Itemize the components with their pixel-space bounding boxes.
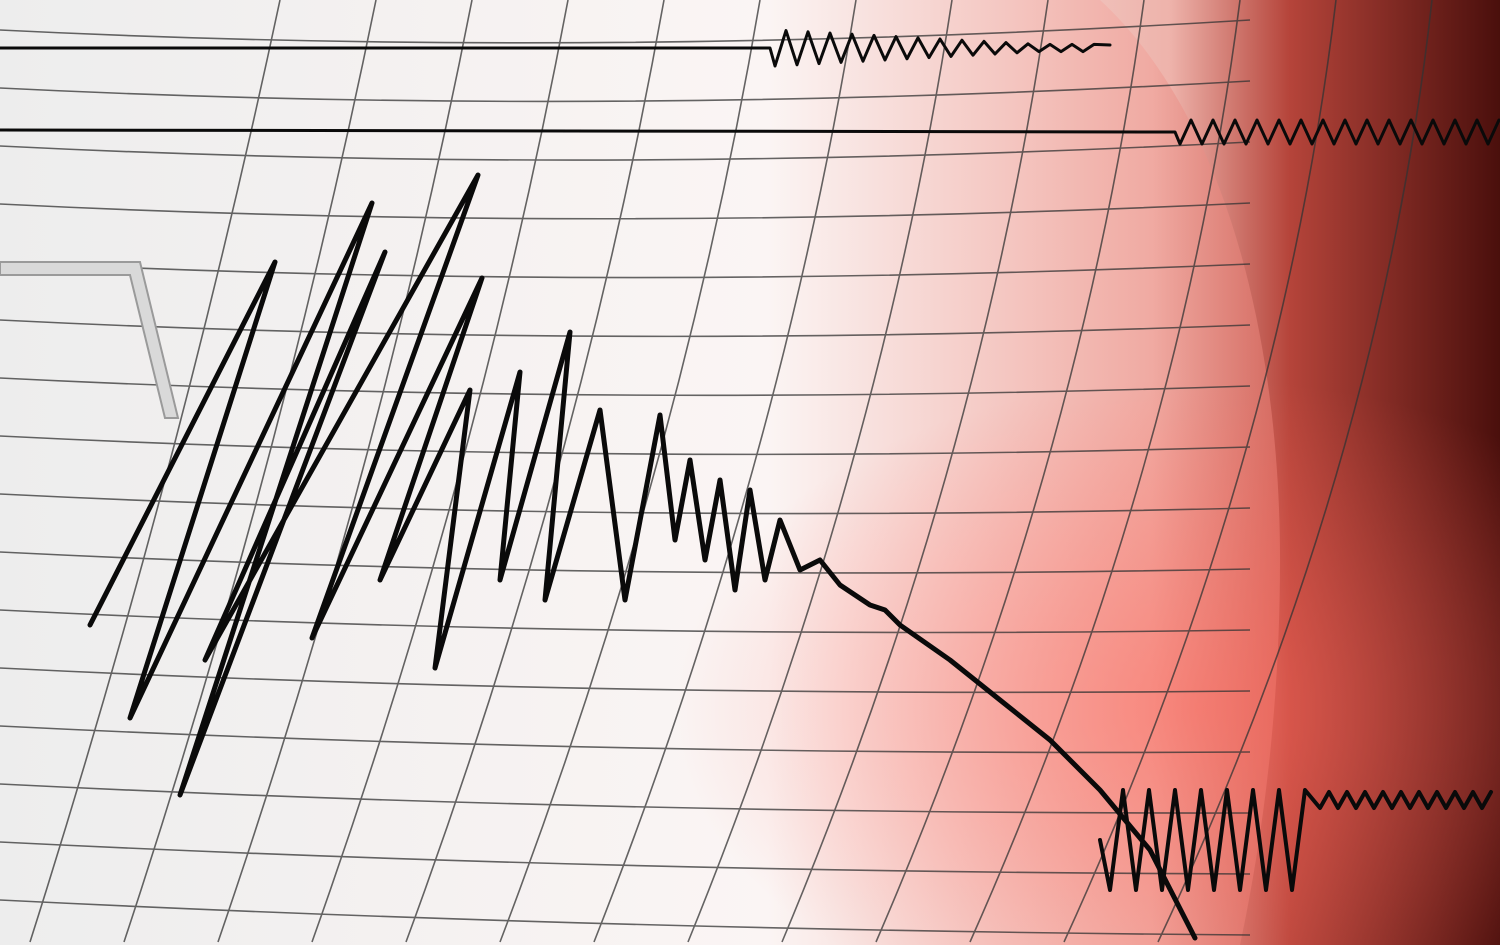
- trace-top: [0, 29, 1112, 68]
- grid-line-vertical: [687, 0, 953, 943]
- grid-line-horizontal: [0, 435, 1251, 456]
- grid-line-horizontal: [0, 202, 1251, 220]
- trace-main: [87, 172, 1198, 941]
- grid-line-vertical: [781, 0, 1049, 943]
- grid-line-vertical: [1157, 0, 1433, 943]
- grid-line-horizontal: [0, 261, 1251, 279]
- seismic-traces: [0, 29, 1500, 941]
- grid-line-horizontal: [0, 725, 1251, 754]
- trace-second: [0, 118, 1500, 146]
- grid-line-vertical: [123, 0, 377, 943]
- stylus-arm: [0, 261, 180, 419]
- grid-line-vertical: [217, 0, 473, 943]
- grid-line-horizontal: [0, 319, 1251, 338]
- grid-line-horizontal: [0, 19, 1251, 44]
- grid-line-vertical: [499, 0, 761, 943]
- grid-line-horizontal: [0, 377, 1251, 397]
- grid-line-vertical: [875, 0, 1145, 943]
- grid-line-vertical: [593, 0, 857, 943]
- grid-line-horizontal: [0, 899, 1251, 936]
- grid-line-horizontal: [0, 141, 1251, 161]
- grid-line-horizontal: [0, 667, 1251, 694]
- trace-bottom: [1098, 788, 1493, 892]
- grid-line-horizontal: [0, 841, 1251, 875]
- grid-line-horizontal: [0, 80, 1251, 103]
